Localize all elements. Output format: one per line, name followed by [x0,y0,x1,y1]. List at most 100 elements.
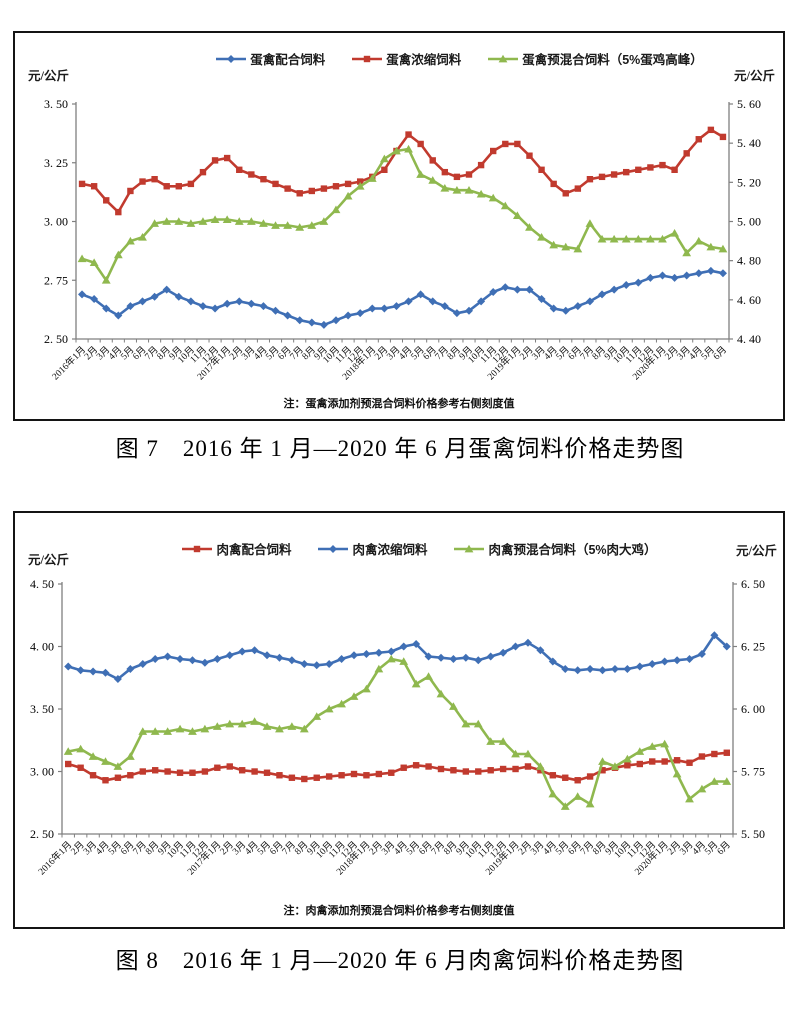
series-marker-triangle [635,747,645,755]
series-marker-diamond [101,668,110,677]
series-marker-triangle [660,739,670,748]
series-marker-square [151,767,159,774]
series-marker-triangle [658,234,667,243]
right-axis-tick-label: 4. 40 [737,332,761,346]
left-axis-tick-label: 3. 50 [30,702,54,716]
series-marker-diamond [428,297,437,306]
left-axis-tick-label: 3. 50 [44,97,68,111]
series-marker-diamond [586,665,595,673]
series-marker-triangle [250,717,260,725]
series-marker-triangle [77,254,87,263]
series-marker-square [375,770,383,778]
series-marker-square [711,750,718,758]
legend-marker-glyph [194,545,201,552]
series-marker-diamond [424,652,433,661]
series-marker-triangle [500,201,510,210]
series-marker-triangle [498,737,508,745]
series-marker-triangle [476,189,486,198]
series-marker-triangle [212,722,222,730]
series-marker-square [538,166,545,173]
series-marker-triangle [76,744,86,753]
series-marker-diamond [634,278,643,287]
series-marker-diamond [537,295,546,304]
right-axis-tick-label: 5. 60 [737,97,761,111]
left-axis-tick-label: 3. 00 [30,765,54,779]
left-axis-tick-label: 3. 00 [44,215,68,229]
series-marker-square [502,140,509,148]
series-marker-triangle [287,722,297,730]
left-axis-tick-label: 2. 50 [30,827,54,841]
series-marker-triangle [722,777,732,785]
right-axis-tick-label: 6. 50 [741,577,765,591]
series-marker-diamond [585,297,594,306]
series-marker-triangle [186,219,196,227]
series-marker-square [214,764,221,771]
series-marker-square [477,161,485,169]
series-marker-triangle [150,219,160,227]
series-marker-square [381,166,388,173]
series-marker-triangle [89,258,99,267]
series-marker-diamond [211,304,220,313]
legend-marker-diamond-icon [216,54,247,63]
series-marker-square [163,183,170,190]
series-marker-triangle [349,692,359,700]
series-marker-triangle [150,727,160,735]
series-marker-triangle [549,240,559,249]
series-marker-diamond [138,660,147,668]
series-marker-triangle [295,223,305,231]
series-marker-square [465,171,473,178]
series-marker-diamond [436,653,445,662]
series-marker-diamond [523,638,532,647]
series-marker-square [176,769,184,776]
series-marker-square [475,768,482,775]
figure8-legend: 肉禽配合饲料 肉禽浓缩饲料 肉禽预混合饲料（5%肉大鸡） [55,539,783,558]
right-axis-tick-label: 5. 50 [741,827,765,841]
right-axis-tick-label: 5. 20 [737,175,761,189]
legend-item-肉禽浓缩饲料: 肉禽浓缩饲料 [317,539,427,558]
series-marker-square [223,154,231,162]
series-marker-square [574,777,581,784]
series-marker-diamond [658,271,667,280]
series-marker-diamond [213,655,222,663]
series-marker-triangle [174,217,184,225]
series-marker-diamond [622,280,631,289]
series-marker-square [187,180,195,188]
series-marker-triangle [486,737,496,745]
series-marker-diamond [694,269,703,278]
series-marker-triangle [399,657,409,665]
series-marker-square [698,753,706,760]
series-marker-diamond [263,651,272,660]
figure8-left-axis-unit: 元/公斤 [28,553,69,567]
series-marker-square [635,166,642,173]
series-marker-diamond [549,304,558,313]
series-marker-square [263,769,271,776]
series-marker-triangle [511,749,520,758]
series-marker-diamond [513,285,522,294]
left-axis-tick-label: 2. 75 [44,273,68,287]
series-marker-triangle [525,223,534,231]
series-marker-square [574,185,582,192]
series-marker-triangle [598,757,607,765]
series-marker-square [623,168,630,176]
series-marker-square [649,758,656,765]
series-marker-triangle [125,752,135,760]
series-marker-diamond [486,652,495,661]
series-marker-triangle [449,702,458,710]
series-marker-diamond [350,651,359,660]
series-marker-triangle [597,234,607,243]
series-marker-square [524,763,532,770]
series-marker-square [683,150,690,157]
series-marker-diamond [610,665,619,673]
series-marker-square [450,767,457,774]
series-marker-triangle [283,221,293,229]
legend-marker-glyph [329,544,338,553]
series-marker-triangle [573,792,583,800]
series-marker-triangle [682,248,692,257]
series-marker-diamond [307,318,316,327]
series-marker-diamond [452,309,461,318]
series-marker-triangle [198,217,208,225]
series-marker-triangle [424,672,433,680]
series-marker-diamond [548,657,557,666]
series-marker-diamond [648,660,657,668]
series-marker-square [115,208,122,216]
